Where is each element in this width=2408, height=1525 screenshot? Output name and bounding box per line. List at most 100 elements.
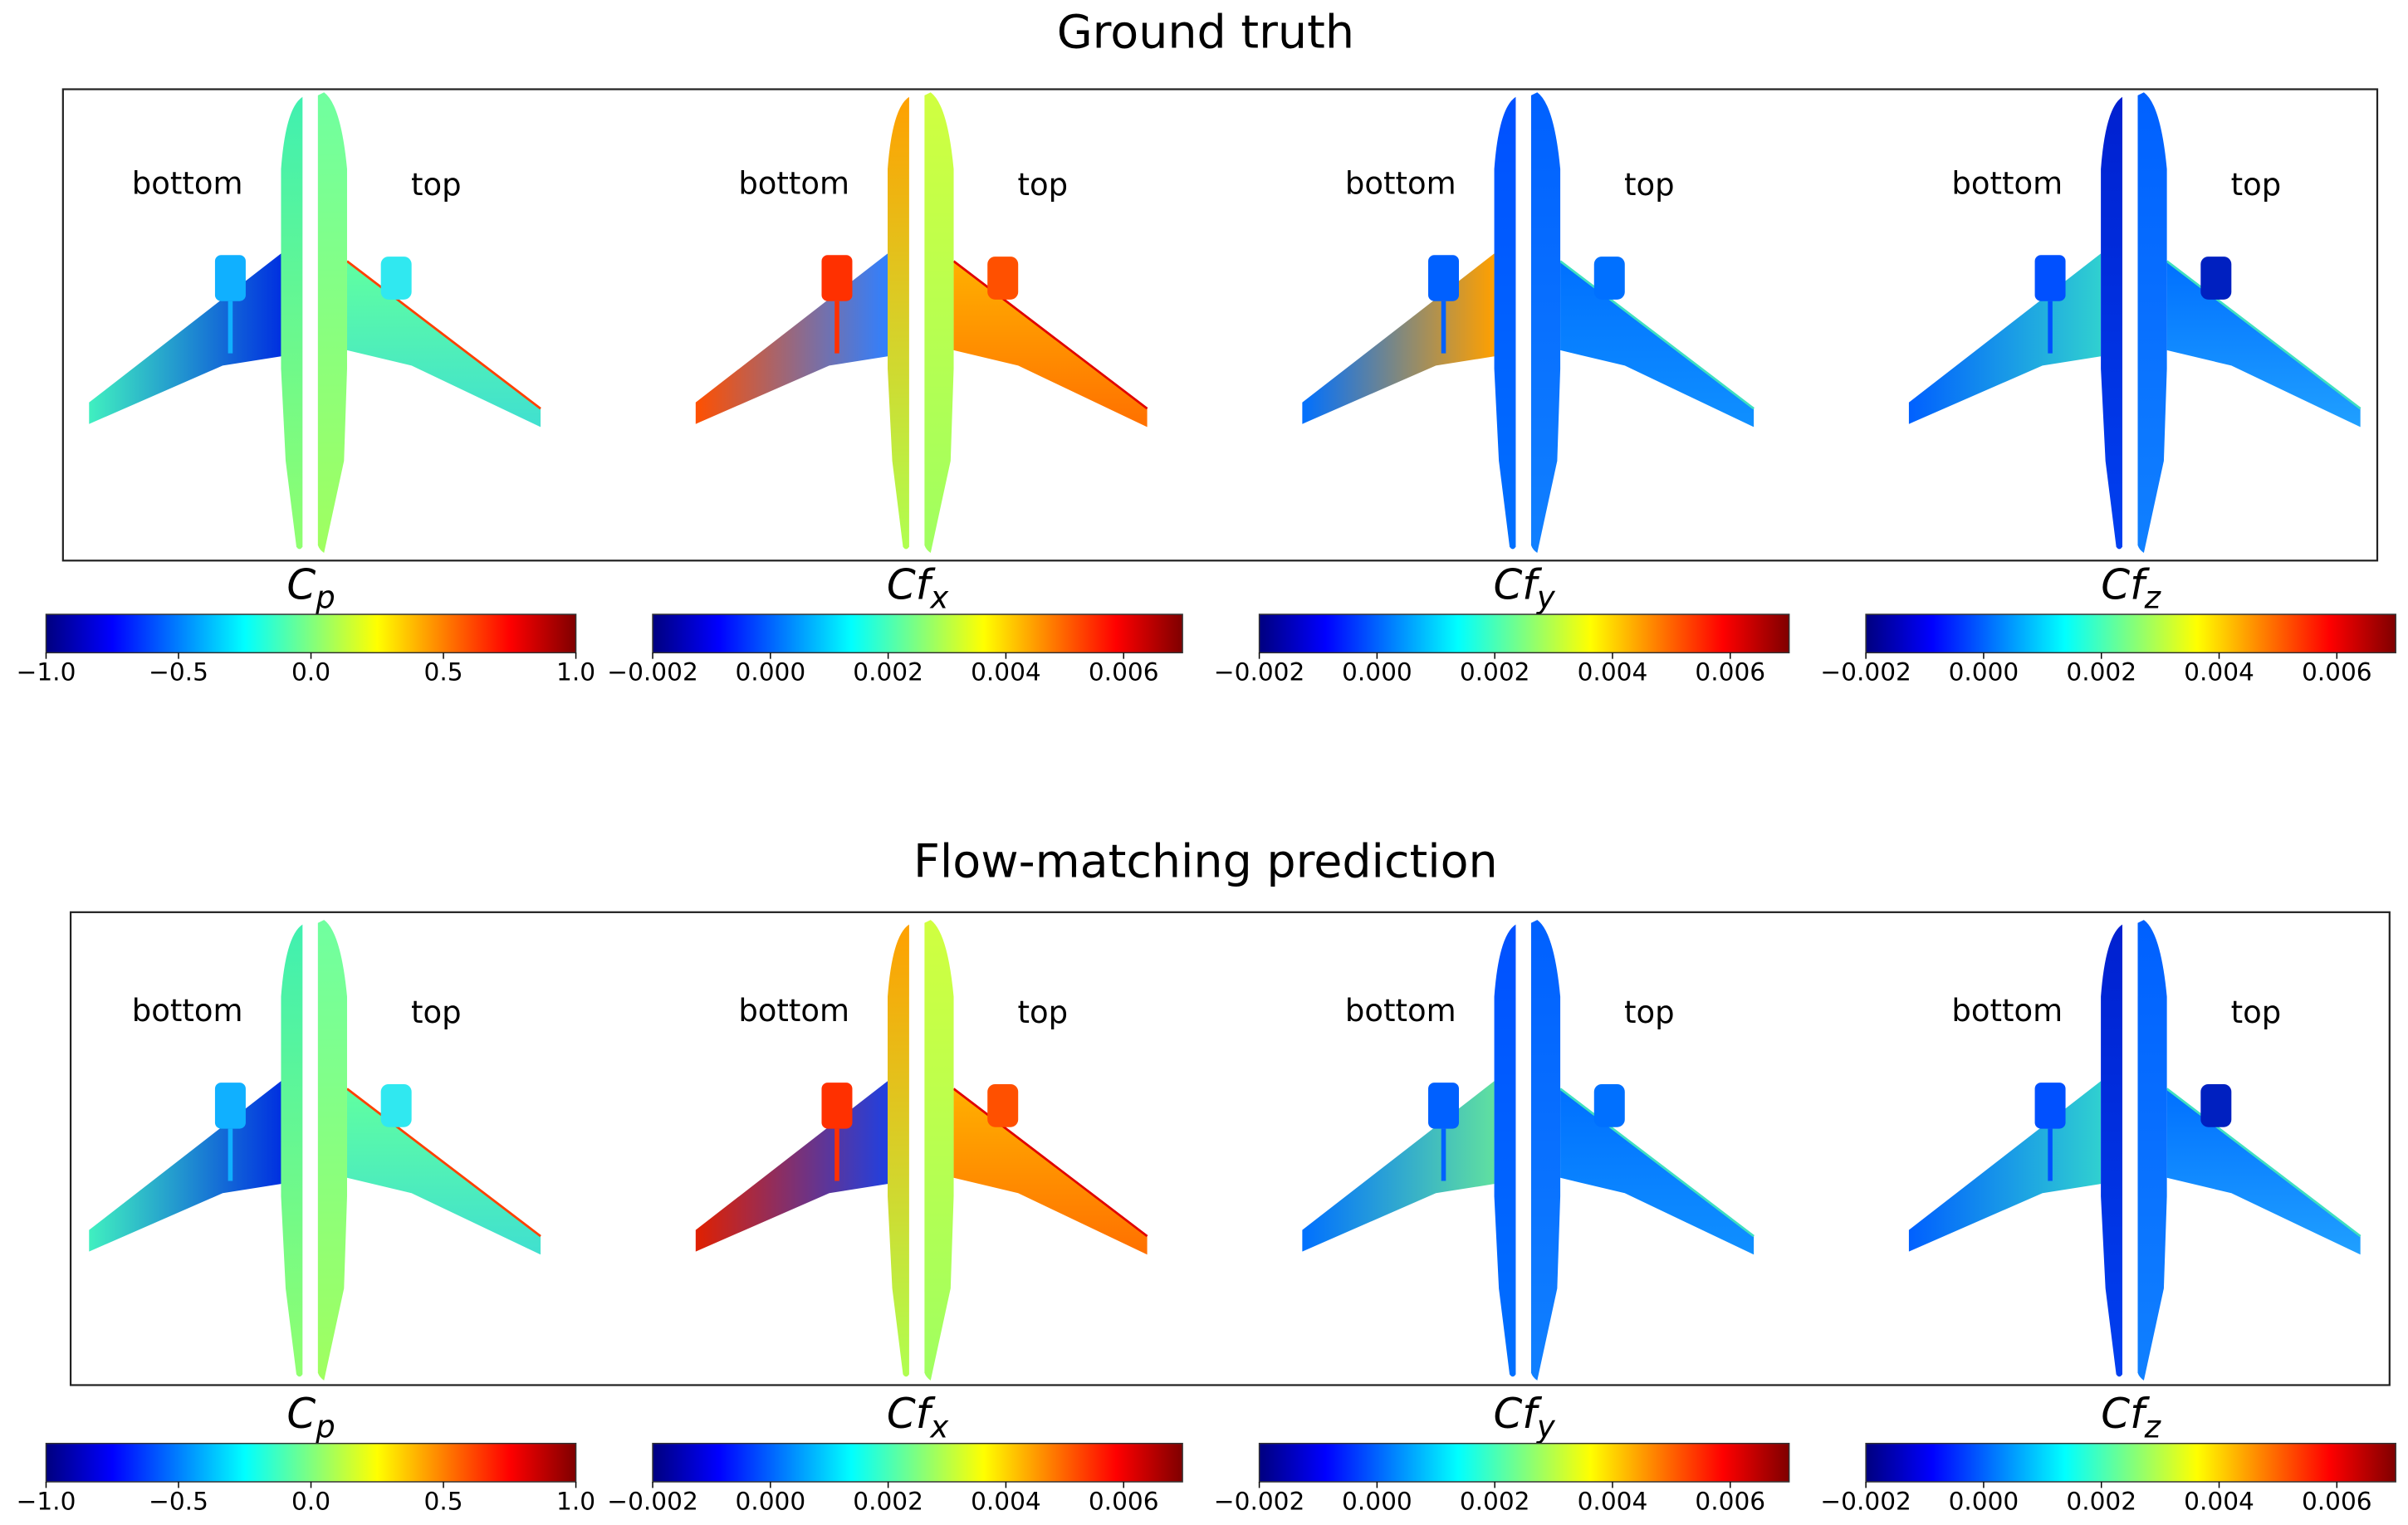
colorbar-tick-label: −1.0 <box>17 1487 76 1515</box>
colorbar-tick-label: 0.002 <box>853 658 923 687</box>
right-wing-top <box>346 1088 541 1255</box>
engine-bottom <box>2034 1083 2066 1129</box>
colorbar-tick-label: 0.000 <box>1342 658 1412 687</box>
colorbar-tick-label: 0.002 <box>853 1487 923 1515</box>
left-wing-bottom <box>89 253 281 424</box>
colorbar-tick-label: −0.002 <box>1820 658 1911 687</box>
leading-edge-top <box>2166 1088 2362 1238</box>
aircraft-surface-plot: bottom top <box>89 920 541 1381</box>
colorbar-tick-label: 0.006 <box>2302 658 2372 687</box>
fuselage-bottom <box>888 96 909 550</box>
colorbar-tick-label: 0.002 <box>2066 658 2136 687</box>
engine-top <box>987 1083 1019 1127</box>
row-title-prediction: Flow-matching prediction <box>913 835 1498 888</box>
colorbar-tick-label: 0.000 <box>735 658 805 687</box>
colorbar <box>1865 1443 2396 1483</box>
colorbar-tick-label: 0.0 <box>291 658 330 687</box>
engine-top <box>380 1083 412 1127</box>
colorbar-tick-label: −0.002 <box>1214 658 1304 687</box>
colorbar-tick-label: 0.004 <box>971 658 1041 687</box>
colorbar-tick-label: 0.004 <box>2184 658 2254 687</box>
colorbar-tick-label: 0.002 <box>1460 1487 1530 1515</box>
fuselage-bottom <box>1494 96 1516 550</box>
leading-edge-top <box>346 1088 541 1238</box>
colorbar <box>1865 613 2396 654</box>
fuselage-bottom <box>281 924 303 1377</box>
colorbar <box>652 1443 1183 1483</box>
left-wing-bottom <box>1908 1081 2102 1252</box>
colorbar-tick-label: 0.0 <box>291 1487 330 1515</box>
engine-bottom <box>214 255 246 301</box>
colorbar-label-subscript: p <box>315 580 335 616</box>
colorbar-label-subscript: p <box>315 1409 335 1444</box>
right-wing-top <box>953 261 1148 428</box>
left-wing-bottom <box>695 253 888 424</box>
aircraft-surface-plot: bottom top <box>1908 92 2362 554</box>
colorbar-tick-label: 0.004 <box>1578 1487 1648 1515</box>
colorbar-label: Cfy <box>1493 561 1555 616</box>
fuselage-top <box>1530 920 1561 1381</box>
colorbar-tick-label: 0.002 <box>1460 658 1530 687</box>
side-label-top: top <box>411 167 462 203</box>
side-label-bottom: bottom <box>1345 165 1456 201</box>
colorbar-tick-label: 0.5 <box>424 1487 463 1515</box>
fuselage-bottom <box>2101 96 2122 550</box>
fuselage-bottom <box>2101 924 2122 1377</box>
colorbar-label-subscript: z <box>2144 580 2162 616</box>
colorbar <box>1258 613 1790 654</box>
colorbar-label: Cfx <box>887 1390 949 1444</box>
side-label-bottom: bottom <box>132 165 243 201</box>
engine-top <box>2200 257 2232 300</box>
aircraft-surface-plot: bottom top <box>1302 92 1755 554</box>
engine-bottom <box>821 255 853 301</box>
engine-top <box>1593 1083 1625 1127</box>
fuselage-top <box>2137 920 2167 1381</box>
fuselage-bottom <box>1494 924 1516 1377</box>
colorbar-label-subscript: y <box>1536 1409 1556 1444</box>
colorbar-tick-label: 0.006 <box>1695 1487 1765 1515</box>
left-wing-bottom <box>695 1081 888 1252</box>
colorbar-label-subscript: x <box>929 1409 949 1444</box>
leading-edge-top <box>1559 1088 1755 1238</box>
colorbar-tick-label: 0.006 <box>2302 1487 2372 1515</box>
colorbar-tick-label: 0.006 <box>1089 658 1159 687</box>
colorbar-tick-label: −0.002 <box>607 658 697 687</box>
colorbar-tick-label: 0.004 <box>971 1487 1041 1515</box>
colorbar-tick-label: 0.000 <box>1342 1487 1412 1515</box>
colorbar-tick-label: −0.5 <box>149 658 208 687</box>
leading-edge-top <box>952 260 1148 410</box>
right-wing-top <box>2166 261 2361 428</box>
fuselage-top <box>924 92 954 554</box>
aircraft-surface-plot: bottom top <box>695 92 1148 554</box>
colorbar-tick-label: 0.006 <box>1089 1487 1159 1515</box>
colorbar <box>652 613 1183 654</box>
side-label-top: top <box>1624 995 1675 1030</box>
colorbar-label-subscript: x <box>929 580 949 616</box>
aircraft-surface-plot: bottom top <box>89 92 541 554</box>
engine-bottom <box>214 1083 246 1129</box>
colorbar-tick-label: 0.004 <box>2184 1487 2254 1515</box>
colorbar-tick-label: −0.002 <box>1820 1487 1911 1515</box>
colorbar-tick-label: 1.0 <box>556 1487 595 1515</box>
aircraft-surface-plot: bottom top <box>1302 920 1755 1381</box>
side-label-top: top <box>2231 995 2282 1030</box>
colorbar-label: Cfz <box>2101 1390 2161 1444</box>
left-wing-bottom <box>1302 1081 1495 1252</box>
colorbar-tick-label: 0.000 <box>735 1487 805 1515</box>
engine-bottom <box>1428 1083 1460 1129</box>
left-wing-bottom <box>89 1081 281 1252</box>
colorbar <box>1258 1443 1790 1483</box>
colorbar-label: Cp <box>286 1390 335 1444</box>
axes-frame-ground-truth <box>61 88 2379 562</box>
colorbar-label: Cfy <box>1493 1390 1555 1444</box>
colorbar-label-subscript: z <box>2144 1409 2162 1444</box>
colorbar-tick-label: −0.002 <box>607 1487 697 1515</box>
side-label-top: top <box>411 995 462 1030</box>
fuselage-top <box>924 920 954 1381</box>
colorbar-tick-label: −0.002 <box>1214 1487 1304 1515</box>
engine-bottom <box>1428 255 1460 301</box>
side-label-top: top <box>1018 995 1069 1030</box>
right-wing-top <box>346 261 541 428</box>
leading-edge-top <box>1559 260 1755 410</box>
